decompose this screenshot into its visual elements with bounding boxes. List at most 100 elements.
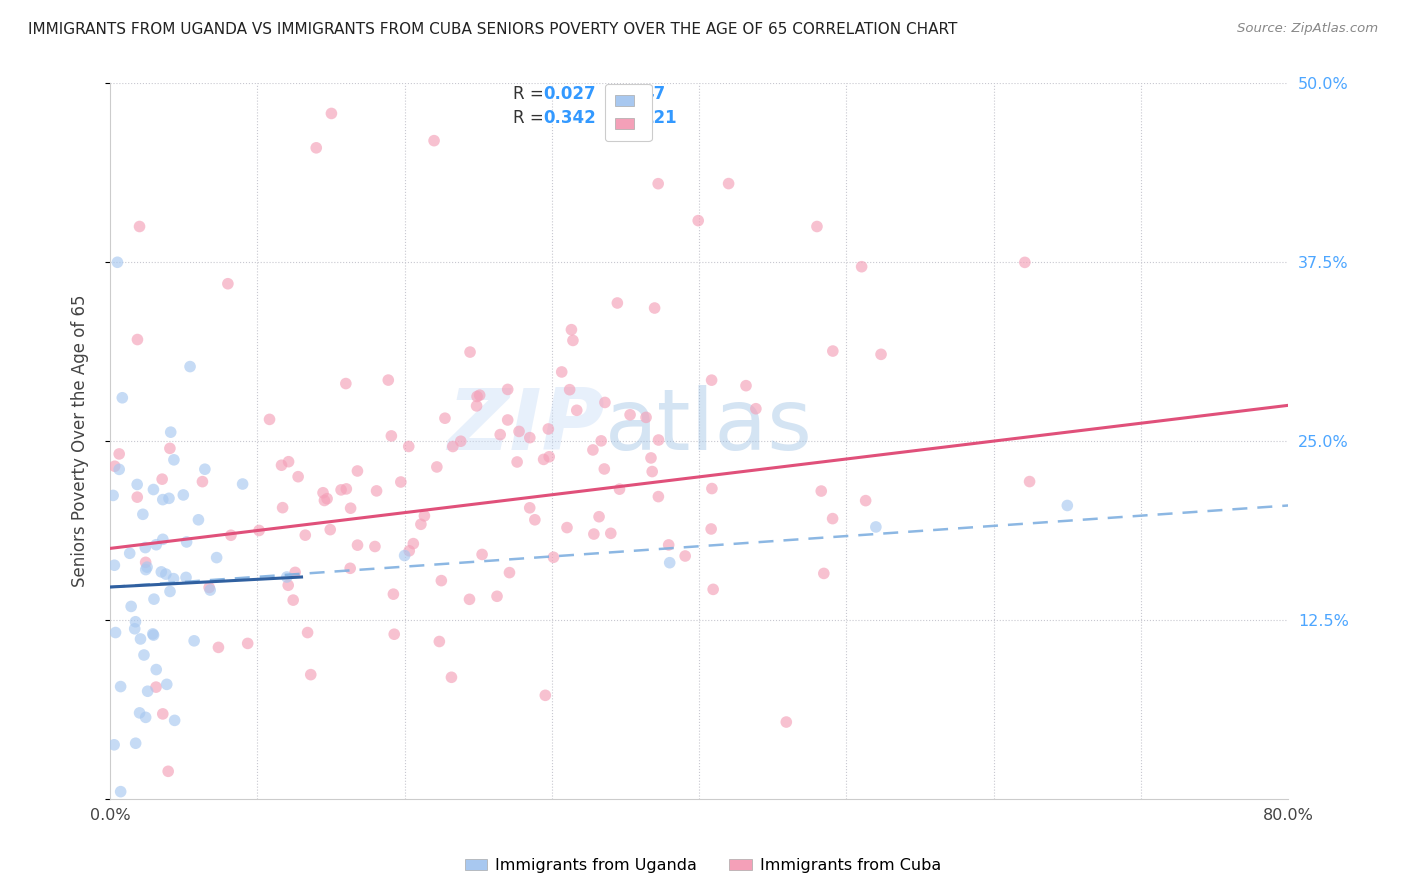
Point [588,509,610,524]
Point [641,465,664,479]
Text: 0.027: 0.027 [544,85,596,103]
Point [155,567,177,582]
Point [496,383,519,397]
Point [319,523,342,537]
Point [440,670,463,684]
Point [152,706,174,721]
Point [534,689,557,703]
Point [673,549,696,563]
Point [127,333,149,347]
Point [287,469,309,483]
Point [700,522,723,536]
Point [735,378,758,392]
Point [259,412,281,426]
Point [647,490,669,504]
Point [172,488,194,502]
Point [519,500,541,515]
Point [159,425,181,439]
Point [127,477,149,491]
Point [427,634,450,648]
Point [394,549,416,563]
Point [591,434,613,448]
Point [593,395,616,409]
Point [232,477,254,491]
Point [426,459,449,474]
Point [398,543,420,558]
Point [702,582,724,597]
Point [198,581,221,595]
Point [1018,475,1040,489]
Point [142,627,165,641]
Point [132,648,155,662]
Point [162,572,184,586]
Point [346,464,368,478]
Point [277,578,299,592]
Point [430,574,453,588]
Point [111,391,134,405]
Point [187,513,209,527]
Point [658,556,681,570]
Legend: Immigrants from Uganda, Immigrants from Cuba: Immigrants from Uganda, Immigrants from … [458,852,948,880]
Point [377,373,399,387]
Point [813,566,835,581]
Point [700,373,723,387]
Point [810,484,832,499]
Point [717,177,740,191]
Point [132,508,155,522]
Text: atlas: atlas [605,385,813,468]
Point [135,563,157,577]
Point [134,541,156,555]
Point [700,482,723,496]
Point [104,459,127,474]
Point [433,411,456,425]
Point [636,410,658,425]
Point [1014,255,1036,269]
Point [159,442,181,456]
Point [145,538,167,552]
Point [468,388,491,402]
Y-axis label: Seniors Poverty Over the Age of 65: Seniors Poverty Over the Age of 65 [72,295,89,587]
Point [496,413,519,427]
Point [321,106,343,120]
Point [129,632,152,646]
Point [297,625,319,640]
Point [316,491,339,506]
Point [135,555,157,569]
Point [142,628,165,642]
Point [142,483,165,497]
Point [145,663,167,677]
Point [335,482,357,496]
Text: N =: N = [596,109,643,127]
Point [183,633,205,648]
Point [465,390,488,404]
Point [191,475,214,489]
Point [124,615,146,629]
Point [489,427,512,442]
Point [198,583,221,598]
Point [339,561,361,575]
Point [108,462,131,476]
Point [471,548,494,562]
Point [558,383,581,397]
Point [658,538,681,552]
Point [103,558,125,573]
Point [382,587,405,601]
Point [389,475,412,489]
Point [582,527,605,541]
Point [409,517,432,532]
Point [179,359,201,374]
Point [398,440,420,454]
Point [458,345,481,359]
Point [194,462,217,476]
Point [339,501,361,516]
Point [150,472,173,486]
Point [124,736,146,750]
Point [402,536,425,550]
Point [103,738,125,752]
Point [143,592,166,607]
Point [150,565,173,579]
Point [271,500,294,515]
Point [276,570,298,584]
Point [152,492,174,507]
Point [870,347,893,361]
